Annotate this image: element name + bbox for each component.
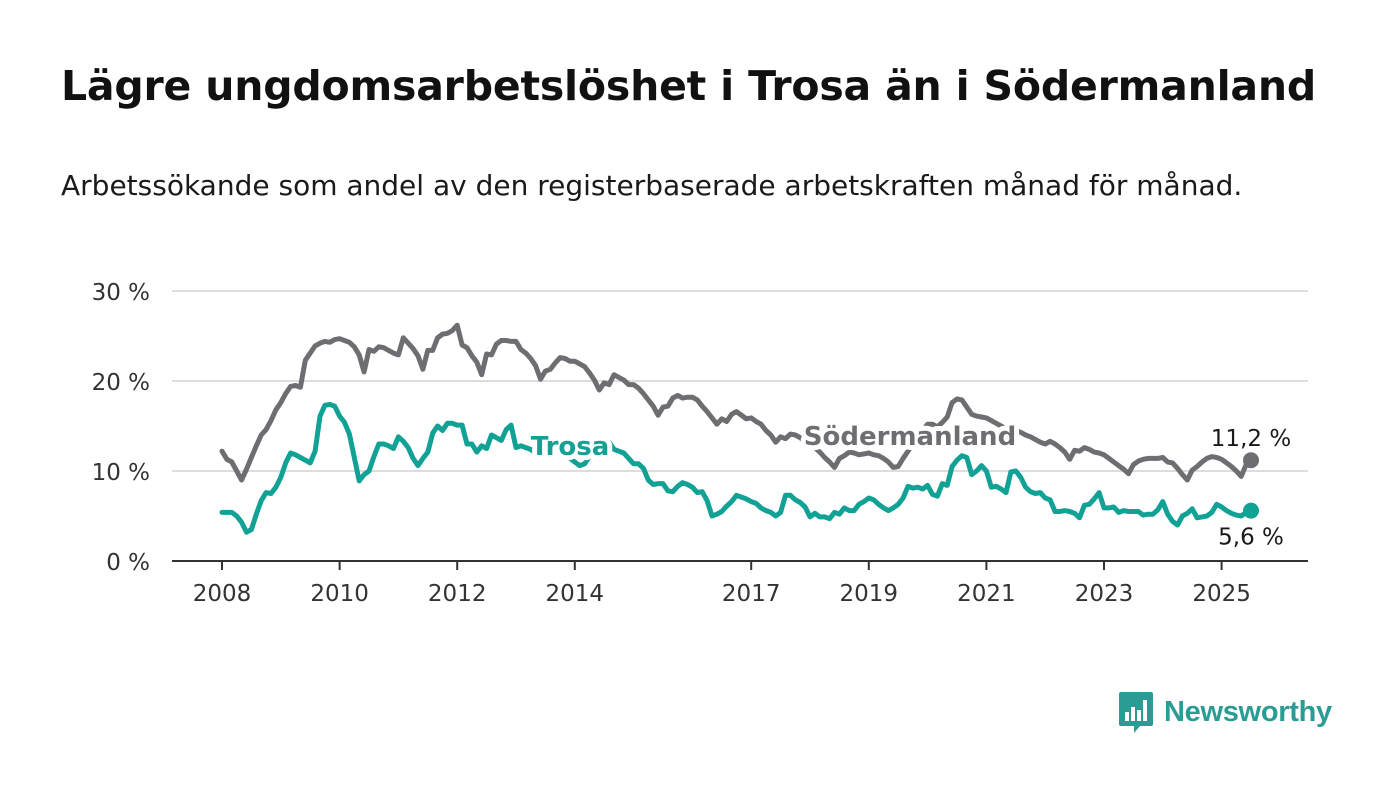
x-axis: 2008 2010 2012 2014 2017 2019 2021 2023 2025 (172, 560, 1308, 607)
end-value-label: 5,6 % (1218, 525, 1284, 551)
y-tick-label: 0 % (106, 550, 150, 576)
x-tick-label: 2023 (1075, 581, 1134, 607)
end-value-label: 11,2 % (1211, 426, 1291, 452)
x-tick-label: 2014 (546, 581, 605, 607)
logo-text: Newsworthy (1164, 695, 1332, 728)
bar-chart-speech-bubble-icon (1119, 692, 1153, 733)
series-lines (219, 322, 1259, 535)
y-tick-label: 10 % (92, 460, 150, 486)
series-line-trosa (219, 401, 1254, 535)
x-tick-label: 2010 (310, 581, 369, 607)
series-labels: 11,2 % Södermanland 5,6 % Trosa (526, 417, 1291, 551)
series-name-label: Södermanland (804, 422, 1016, 452)
y-tick-label: 30 % (92, 280, 150, 306)
x-tick-label: 2012 (428, 581, 487, 607)
y-tick-label: 20 % (92, 370, 150, 396)
end-point-södermanland (1243, 452, 1259, 469)
series-name-label: Trosa (531, 432, 610, 462)
newsworthy-logo: Newsworthy (1118, 690, 1332, 734)
y-axis-labels: 0 % 10 % 20 % 30 % (92, 280, 150, 576)
chart-subtitle: Arbetssökande som andel av den registerb… (61, 169, 1243, 202)
chart-title: Lägre ungdomsarbetslöshet i Trosa än i S… (61, 62, 1317, 110)
x-tick-label: 2017 (722, 581, 781, 607)
series-line-södermanland (219, 322, 1254, 483)
x-tick-label: 2008 (193, 581, 252, 607)
end-point-trosa (1243, 502, 1259, 519)
x-tick-label: 2019 (840, 581, 899, 607)
x-tick-label: 2021 (957, 581, 1016, 607)
x-tick-label: 2025 (1192, 581, 1251, 607)
grid-lines (172, 290, 1308, 472)
